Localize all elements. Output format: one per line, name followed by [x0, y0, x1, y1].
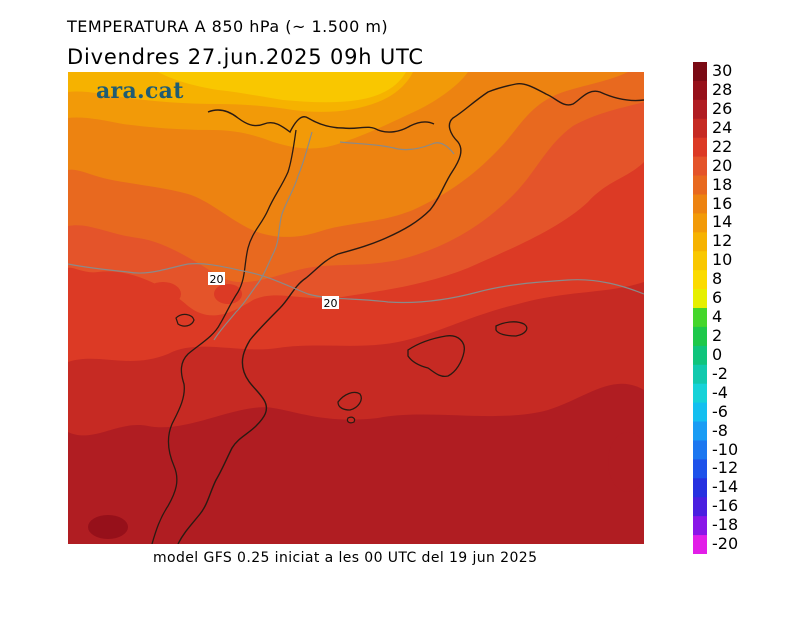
legend-label: -20 [712, 534, 739, 554]
legend-swatch [693, 478, 707, 498]
legend-swatch [693, 440, 707, 460]
legend-label: 26 [712, 98, 733, 118]
warm-pocket [214, 284, 242, 304]
legend-swatch [693, 232, 707, 252]
legend-label: 0 [712, 344, 723, 364]
legend-swatch [693, 137, 707, 158]
legend-label: -18 [712, 515, 739, 535]
legend-label: 22 [712, 136, 733, 156]
legend-label: 10 [712, 250, 733, 270]
legend-label: 14 [712, 212, 733, 232]
ara-cat-logo: ara.cat [96, 78, 184, 104]
contour-label: 20 [208, 272, 225, 286]
legend-label: 24 [712, 117, 733, 137]
contour-label: 20 [322, 296, 339, 310]
legend-swatch [693, 289, 707, 309]
color-scale-legend [693, 62, 707, 554]
legend-label: 28 [712, 79, 733, 99]
forecast-datetime: Divendres 27.jun.2025 09h UTC [67, 45, 424, 69]
province-border [68, 263, 644, 304]
legend-label: 16 [712, 193, 733, 213]
legend-swatch [693, 402, 707, 423]
island-small [175, 313, 195, 327]
legend-label: -10 [712, 439, 739, 459]
legend-swatch [693, 118, 707, 139]
legend-label: 20 [712, 155, 733, 175]
color-scale-labels: 30 28 26 24 22 20 18 16 14 12 10 8 6 4 2 0 -2 -4 -6 -8 -10 -1… [712, 62, 792, 554]
hot-pocket [608, 432, 644, 492]
legend-label: 8 [712, 269, 723, 289]
legend-label: -16 [712, 496, 739, 516]
svg-text:20: 20 [324, 297, 338, 310]
legend-swatch [693, 345, 707, 366]
legend-swatch [693, 364, 707, 385]
legend-label: -12 [712, 458, 739, 478]
legend-label: 12 [712, 231, 733, 251]
island-formentera [346, 416, 356, 424]
field-8-10 [158, 72, 406, 103]
legend-label: -14 [712, 477, 739, 497]
temperature-map: 20 20 [68, 72, 644, 544]
legend-swatch [693, 459, 707, 479]
legend-swatch [693, 251, 707, 271]
island-eivissa [337, 391, 362, 411]
legend-label: 2 [712, 325, 723, 345]
legend-swatch [693, 535, 707, 554]
legend-swatch [693, 516, 707, 536]
province-border [213, 131, 313, 341]
legend-label: -4 [712, 382, 728, 402]
chart-title: TEMPERATURA A 850 hPa (~ 1.500 m) [67, 17, 389, 36]
legend-swatch [693, 308, 707, 328]
svg-text:20: 20 [210, 273, 224, 286]
legend-label: 18 [712, 174, 733, 194]
legend-swatch [693, 175, 707, 195]
legend-label: -8 [712, 420, 728, 440]
legend-swatch [693, 80, 707, 101]
national-border [207, 109, 435, 134]
province-border [339, 141, 455, 155]
legend-swatch [693, 497, 707, 517]
legend-label: 30 [712, 61, 733, 80]
island-menorca [495, 321, 528, 337]
legend-swatch [693, 156, 707, 177]
legend-swatch [693, 326, 707, 347]
legend-label: 4 [712, 307, 723, 326]
legend-swatch [693, 62, 707, 82]
legend-label: -2 [712, 363, 728, 383]
legend-swatch [693, 194, 707, 214]
coastline [177, 82, 644, 544]
legend-swatch [693, 270, 707, 290]
legend-label: -6 [712, 401, 728, 421]
legend-swatch [693, 421, 707, 441]
legend-swatch [693, 99, 707, 120]
hot-pocket [88, 515, 128, 539]
legend-label: 6 [712, 288, 723, 308]
legend-swatch [693, 383, 707, 404]
island-mallorca [407, 335, 465, 378]
warm-pocket [145, 282, 181, 306]
legend-swatch [693, 213, 707, 233]
model-info: model GFS 0.25 iniciat a les 00 UTC del … [153, 550, 538, 566]
regional-border [151, 129, 297, 544]
